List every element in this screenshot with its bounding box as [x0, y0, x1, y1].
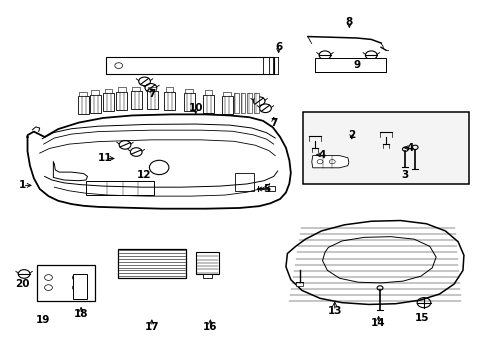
Bar: [132, 87, 140, 91]
Text: 2: 2: [347, 130, 355, 140]
Text: 11: 11: [98, 153, 113, 163]
Text: 7: 7: [269, 118, 277, 128]
Bar: [221, 96, 232, 114]
Text: 13: 13: [327, 306, 341, 316]
Text: 16: 16: [203, 322, 217, 332]
Bar: [315, 58, 385, 72]
Bar: [105, 57, 273, 74]
Bar: [303, 112, 468, 184]
Bar: [203, 95, 214, 113]
Text: 6: 6: [274, 42, 282, 52]
Polygon shape: [322, 237, 435, 283]
Bar: [86, 181, 154, 195]
Bar: [104, 89, 112, 93]
Text: 17: 17: [144, 322, 159, 332]
Text: 19: 19: [36, 315, 50, 325]
Text: 4: 4: [406, 143, 413, 153]
Bar: [203, 274, 211, 278]
Bar: [247, 93, 252, 113]
Text: 4: 4: [318, 150, 325, 160]
Bar: [296, 282, 303, 286]
Bar: [234, 173, 254, 192]
Bar: [37, 265, 95, 301]
Bar: [254, 93, 259, 113]
Bar: [103, 93, 114, 111]
Bar: [90, 95, 101, 113]
Bar: [184, 89, 192, 93]
Text: 20: 20: [15, 279, 30, 289]
Bar: [79, 92, 87, 96]
Text: 14: 14: [370, 319, 385, 328]
Text: 5: 5: [262, 184, 269, 194]
Polygon shape: [311, 156, 348, 168]
Text: 1: 1: [19, 180, 26, 190]
Bar: [118, 87, 125, 92]
Bar: [223, 92, 230, 96]
Text: 18: 18: [74, 310, 88, 319]
Bar: [116, 92, 127, 110]
Text: 3: 3: [401, 170, 408, 180]
Bar: [118, 249, 185, 278]
Bar: [73, 274, 86, 299]
Bar: [195, 252, 219, 274]
Bar: [147, 91, 158, 109]
Bar: [91, 90, 99, 95]
Bar: [233, 93, 238, 113]
Bar: [183, 93, 194, 111]
Bar: [240, 93, 245, 113]
Text: 10: 10: [188, 103, 203, 113]
Polygon shape: [285, 221, 463, 305]
Text: 9: 9: [352, 60, 360, 70]
Text: 12: 12: [137, 170, 151, 180]
Text: 8: 8: [345, 17, 352, 27]
Bar: [148, 87, 156, 91]
Text: 7: 7: [148, 89, 155, 99]
Bar: [131, 91, 142, 109]
Bar: [267, 186, 274, 191]
Bar: [163, 92, 175, 110]
Bar: [204, 90, 212, 95]
Bar: [78, 96, 89, 114]
Bar: [165, 87, 173, 92]
Text: 15: 15: [414, 313, 429, 323]
